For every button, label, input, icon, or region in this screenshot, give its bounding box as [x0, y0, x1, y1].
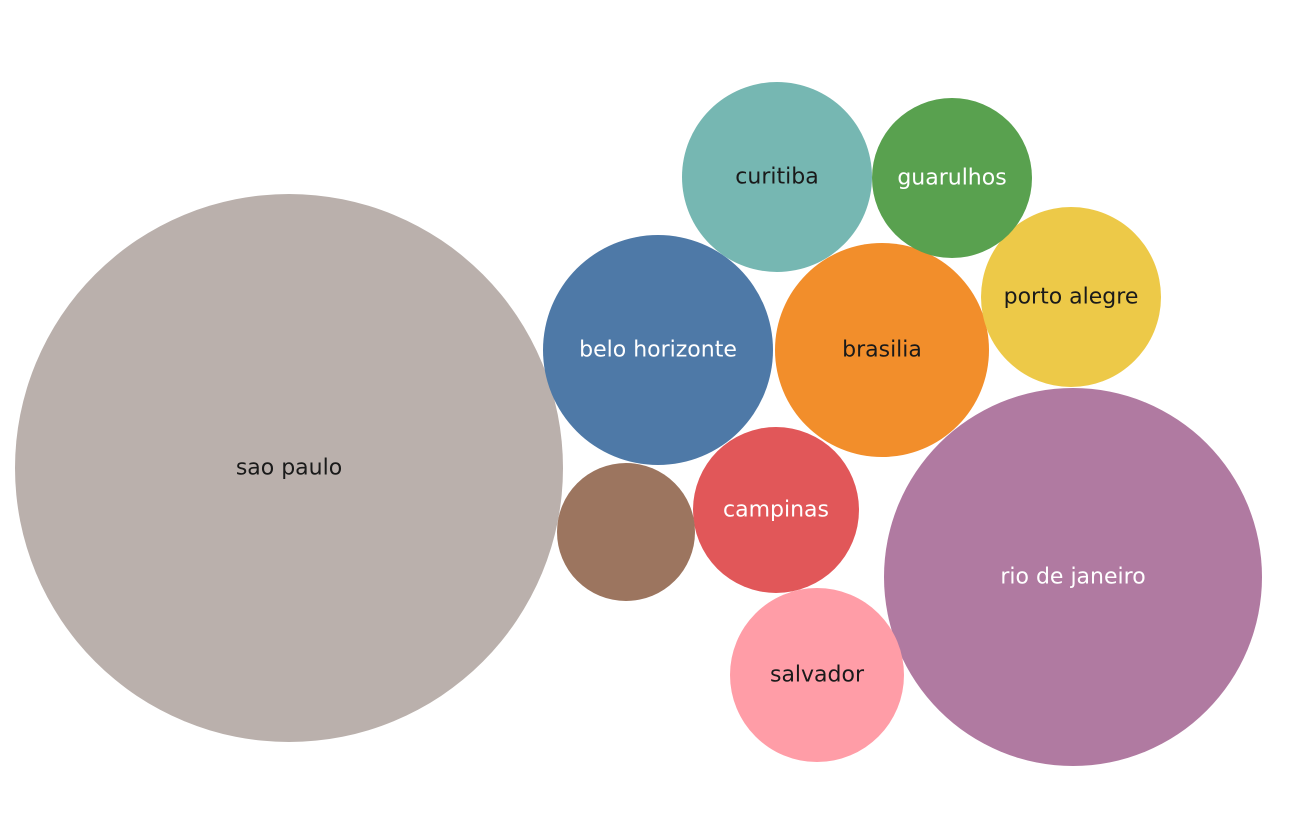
- bubble-salvador[interactable]: [730, 588, 904, 762]
- bubble-brasilia[interactable]: [775, 243, 989, 457]
- bubble-label-brasilia: brasilia: [842, 338, 922, 363]
- bubble-sao-paulo[interactable]: [15, 194, 563, 742]
- bubble-label-belo-horizonte: belo horizonte: [579, 338, 737, 363]
- bubble-label-salvador: salvador: [770, 663, 865, 688]
- bubble-label-curitiba: curitiba: [735, 165, 818, 190]
- bubble-label-campinas: campinas: [723, 498, 829, 523]
- bubble-guarulhos[interactable]: [872, 98, 1032, 258]
- bubble-label-porto-alegre: porto alegre: [1004, 285, 1139, 310]
- bubble-porto-alegre[interactable]: [981, 207, 1161, 387]
- bubble-campinas[interactable]: [693, 427, 859, 593]
- bubble-label-rio-de-janeiro: rio de janeiro: [1000, 565, 1145, 590]
- bubble-unlabeled-9[interactable]: [557, 463, 695, 601]
- bubble-rio-de-janeiro[interactable]: [884, 388, 1262, 766]
- bubble-label-sao-paulo: sao paulo: [236, 456, 342, 481]
- bubble-curitiba[interactable]: [682, 82, 872, 272]
- bubble-label-guarulhos: guarulhos: [897, 166, 1006, 191]
- bubble-belo-horizonte[interactable]: [543, 235, 773, 465]
